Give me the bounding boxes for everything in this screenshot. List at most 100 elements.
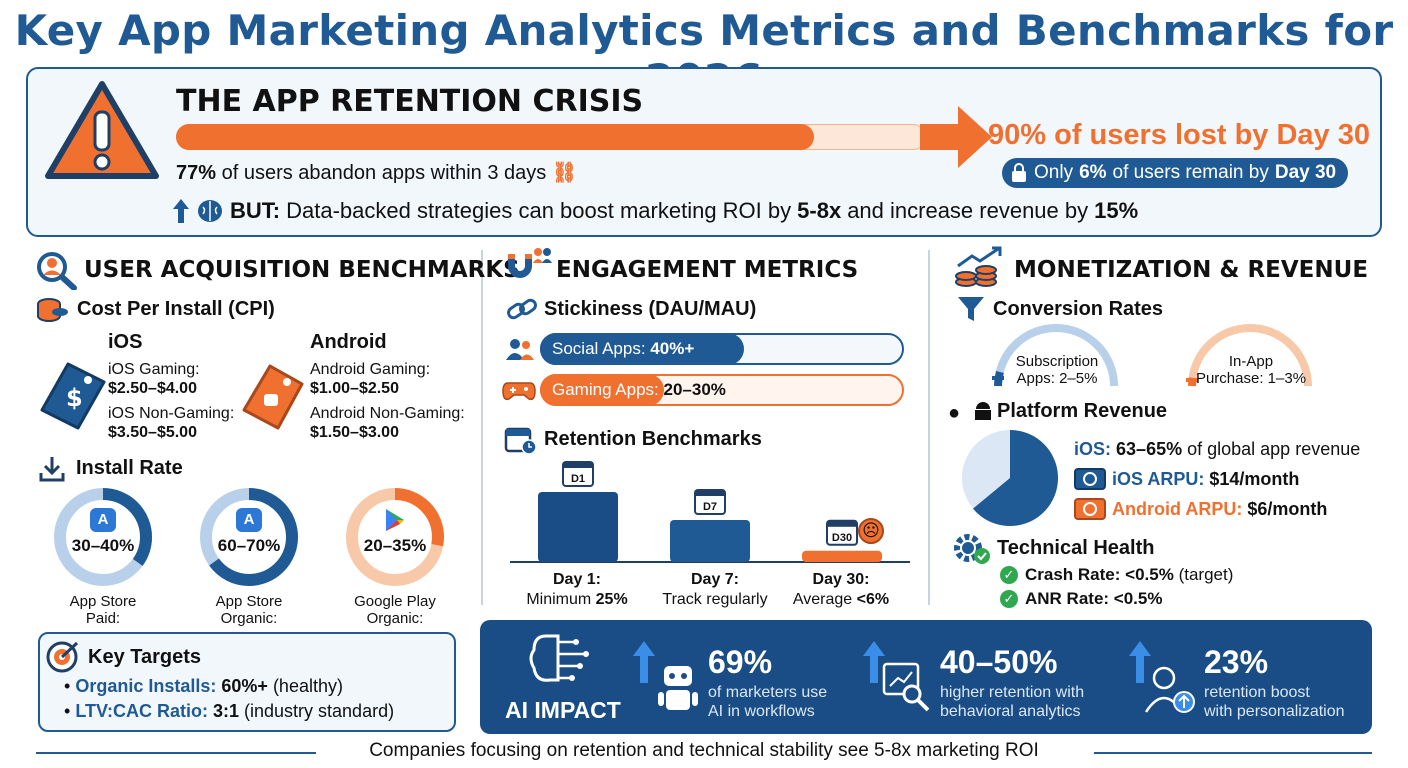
in-app-gauge-label: In-App Purchase: 1–3% [1194,353,1308,387]
revenue-growth-icon [954,246,1006,290]
app-store-icon: A [90,508,116,532]
robot-icon [656,660,700,716]
target-ltv-note: (industry standard) [244,701,394,721]
android-gaming-value: $1.00–$2.50 [310,378,399,399]
google-play-icon [382,507,408,533]
ai-stat-3-line1: retention boost [1204,683,1345,702]
link-icon [506,296,538,324]
but-label: BUT: [230,198,280,224]
ring-label-3-line1: Google Play [340,593,450,610]
ring-label-2-line1: App Store [194,593,304,610]
crash-note: (target) [1179,565,1234,584]
retention-bar-d30 [802,551,882,562]
day30-value: <6% [857,591,889,608]
warning-icon [42,76,162,186]
crash-rate-text: Crash Rate: <0.5% (target) [1025,565,1233,585]
bullet: • [64,701,75,721]
price-tag-android-icon [240,362,306,432]
retention-tag-d30: D30 [832,532,852,544]
money-icon [1074,468,1106,490]
stickiness-heading: Stickiness (DAU/MAU) [544,298,756,321]
ai-stat-2-number: 40–50% [940,644,1057,681]
ring-label-2: App Store Organic: [194,593,304,627]
retention-heading: Retention Benchmarks [544,428,762,451]
remain-badge: Only 6% of users remain by Day 30 [1002,158,1348,188]
anr-value: <0.5% [1114,589,1163,608]
funnel-icon [956,294,986,324]
analytics-magnifier-icon [882,662,932,712]
day30-title: Day 30: [780,570,902,590]
remain-mid: of users remain by [1113,162,1269,184]
ring-label-1: App Store Paid: [48,593,158,627]
ring-label-3-line2: Organic: [340,610,450,627]
ai-stat-3-line2: with personalization [1204,702,1345,721]
calendar-icon-header [827,521,857,527]
platform-revenue-pie [958,428,1062,528]
android-arpu-text: Android ARPU: $6/month [1112,499,1327,520]
target-icon [46,640,80,674]
ios-nongaming-value: $3.50–$5.00 [108,422,197,443]
social-label: Social Apps: [552,339,646,358]
calendar-clock-icon [504,424,538,456]
ring-value-2: 60–70% [194,536,304,556]
abandon-pct: 77% [176,162,216,184]
android-title: Android [310,331,387,354]
in-app-value: 1–3% [1268,370,1306,387]
platform-heading: Platform Revenue [997,400,1167,423]
gamepad-icon [502,377,536,403]
android-arpu-value: $6/month [1247,499,1327,519]
acquisition-heading: USER ACQUISITION BENCHMARKS [84,257,520,283]
in-app-line2: Purchase: [1196,370,1264,387]
conversion-heading: Conversion Rates [993,298,1163,321]
magnet-users-icon [502,246,552,288]
social-users-icon [504,336,536,362]
ai-stat-1-text: of marketers use AI in workflows [708,683,827,721]
brain-icon [196,198,224,224]
ios-share-desc: of global app revenue [1187,439,1360,459]
broken-link-icon: ⛓ [552,162,577,184]
retention-label-day7: Day 7: Track regularly [648,570,782,610]
abandon-desc: of users abandon apps within 3 days [222,162,547,184]
in-app-line1: In-App [1194,353,1308,370]
retention-label-day30: Day 30: Average <6% [780,570,902,610]
android-gaming-label: Android Gaming: [310,359,430,380]
but-text1: Data-backed strategies can boost marketi… [286,198,791,224]
retention-bar-fill [176,124,814,150]
bullet: • [64,676,75,696]
abandon-text: 77% of users abandon apps within 3 days … [176,160,577,185]
retention-label-day1: Day 1: Minimum 25% [518,570,636,610]
footer-text: Companies focusing on retention and tech… [0,740,1408,762]
subscription-gauge-label: Subscription Apps: 2–5% [1000,353,1114,387]
install-rate-heading: Install Rate [76,457,183,480]
target-item-ltv-cac: • LTV:CAC Ratio: 3:1 (industry standard) [64,701,394,722]
check-icon: ✓ [1000,590,1018,608]
remain-day: Day 30 [1275,162,1336,184]
day1-value: 25% [596,591,628,608]
ai-impact-label: AI IMPACT [505,697,621,724]
android-arpu-label: Android ARPU: [1112,499,1242,519]
target-ltv-value: 3:1 [213,701,239,721]
retention-bar-chart: D1 D7 D30 [510,456,910,566]
download-icon [38,455,66,483]
sad-face-icon: ☹ [858,518,884,544]
arrow-right-icon [920,104,994,170]
magnifier-user-icon [34,250,78,290]
crash-value: <0.5% [1125,565,1174,584]
key-targets-heading: Key Targets [88,646,201,669]
target-organic-note: (healthy) [273,676,343,696]
users-lost-text: 90% of users lost by Day 30 [988,119,1370,152]
personalization-user-icon [1144,664,1198,716]
crash-label: Crash Rate: [1025,565,1120,584]
ai-stat-1-number: 69% [708,644,772,681]
monetization-heading: MONETIZATION & REVENUE [1014,257,1368,283]
ai-stat-3-text: retention boost with personalization [1204,683,1345,721]
android-nongaming-label: Android Non-Gaming: [310,403,465,424]
social-pill-text: Social Apps: 40%+ [552,339,694,359]
but-revenue: 15% [1094,198,1138,224]
ios-title: iOS [108,331,142,354]
technical-health-heading: Technical Health [997,537,1154,560]
arrow-up-icon [172,198,190,224]
ai-stat-1-line2: AI in workflows [708,702,827,721]
ios-share-text: iOS: 63–65% of global app revenue [1074,439,1360,460]
retention-tag-d7: D7 [703,501,717,513]
